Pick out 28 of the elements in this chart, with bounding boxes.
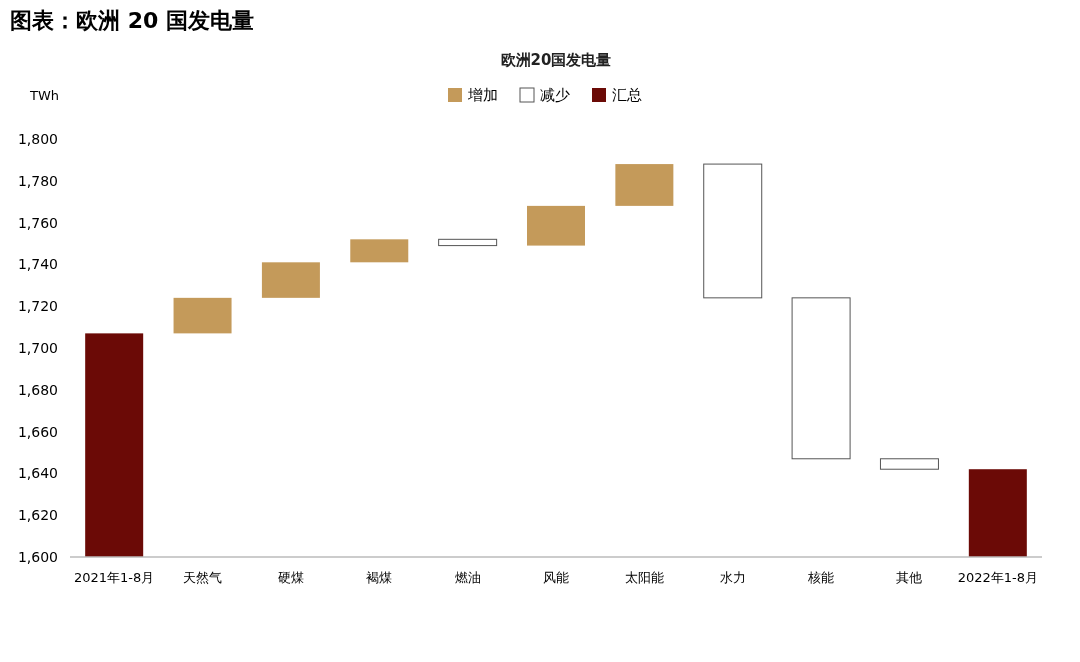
legend-label: 增加 (467, 86, 498, 104)
y-tick-label: 1,680 (17, 381, 58, 398)
legend-label: 减少 (540, 86, 570, 104)
y-tick-label: 1,740 (17, 256, 58, 273)
x-tick-label: 2021年1-8月 (74, 570, 155, 585)
x-tick-label: 2022年1-8月 (957, 570, 1038, 585)
x-tick-label: 天然气 (183, 570, 223, 585)
x-tick-label: 核能 (807, 570, 835, 585)
x-tick-label: 褐煤 (366, 570, 393, 585)
y-tick-label: 1,700 (17, 340, 58, 356)
y-tick-label: 1,760 (17, 214, 58, 231)
y-tick-label: 1,620 (17, 507, 58, 524)
x-tick-label: 燃油 (454, 570, 481, 585)
x-tick-label: 硬煤 (277, 570, 304, 585)
x-tick-label: 风能 (543, 570, 569, 585)
chart-subtitle: 欧洲20国发电量 (500, 51, 612, 69)
y-tick-label: 1,600 (17, 549, 58, 565)
legend-label: 汇总 (612, 86, 642, 104)
y-tick-label: 1,660 (17, 423, 58, 440)
chart-title: 图表：欧洲 20 国发电量 (10, 8, 254, 33)
y-tick-label: 1,640 (17, 465, 58, 482)
y-tick-label: 1,800 (17, 131, 58, 147)
y-tick-label: 1,720 (17, 298, 58, 315)
x-tick-label: 水力 (719, 570, 746, 585)
y-axis-title: TWh (29, 88, 60, 103)
x-tick-label: 其他 (896, 570, 923, 585)
x-tick-label: 太阳能 (624, 570, 664, 585)
y-tick-label: 1,780 (17, 172, 58, 189)
